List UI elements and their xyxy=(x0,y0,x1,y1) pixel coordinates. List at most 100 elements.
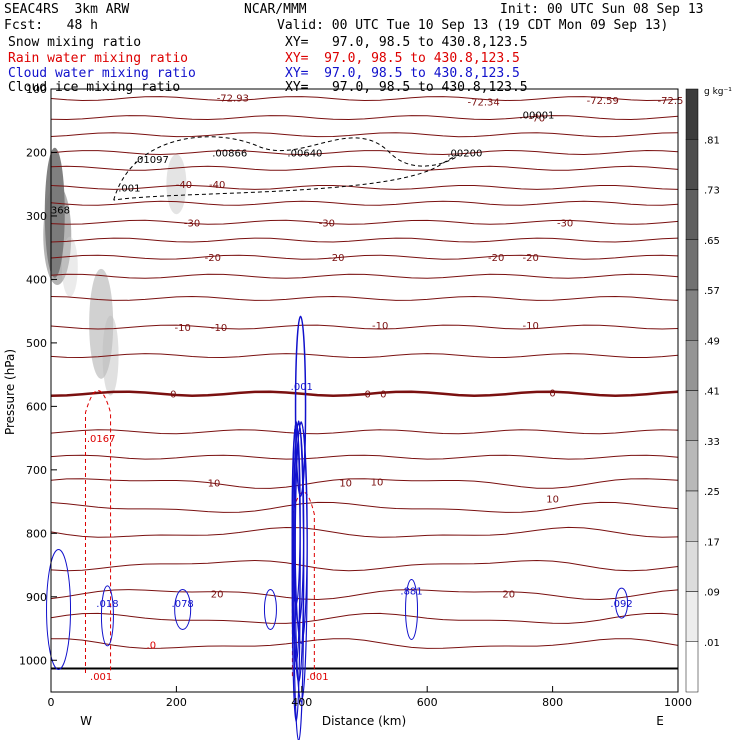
temperature-contour-12 xyxy=(50,324,679,330)
plot-frame xyxy=(50,88,679,693)
model-title: SEAC4RS 3km ARW xyxy=(4,2,130,17)
org-label: NCAR/MMM xyxy=(244,2,307,17)
mixing-ratio-label-4: .00001 xyxy=(519,110,554,121)
mixing-ratio-label-1: .00866 xyxy=(212,148,247,159)
east-endpoint: E xyxy=(656,714,664,728)
colorbar-label-9: .09 xyxy=(704,588,720,599)
colorbar-label-7: .25 xyxy=(704,487,720,498)
y-tick-label-4: 500 xyxy=(26,337,47,350)
cloud-water-column-7 xyxy=(293,420,305,740)
colorbar-bin-0 xyxy=(685,88,699,140)
mixing-ratio-label-2: .00640 xyxy=(287,148,322,159)
colorbar-bin-6 xyxy=(685,390,699,441)
colorbar-bin-7 xyxy=(685,440,699,492)
colorbar-label-8: .17 xyxy=(704,537,720,548)
mixing-ratio-label-0: .01097 xyxy=(134,155,169,166)
temperature-label-24: 10 xyxy=(371,477,384,488)
cloud-water-shallow-1 xyxy=(100,585,114,647)
colorbar-bin-11 xyxy=(685,641,699,693)
temperature-label-20: 0 xyxy=(380,390,386,401)
temperature-contour-6 xyxy=(50,200,679,206)
y-axis-label: Pressure (hPa) xyxy=(3,349,17,435)
mixing-ratio-label-5: .001 xyxy=(118,183,140,194)
mixing-ratio-label-10: .001 xyxy=(306,672,328,683)
temperature-contour-9 xyxy=(50,254,679,260)
temperature-label-18: 0 xyxy=(170,390,176,401)
colorbar-bin-10 xyxy=(685,591,699,642)
mixing-ratio-label-7: .0167 xyxy=(87,434,116,445)
x-tick-label-0: 0 xyxy=(48,696,55,709)
snow-shading-1 xyxy=(43,184,72,285)
colorbar-bin-1 xyxy=(685,139,699,190)
y-tick-label-1: 200 xyxy=(26,146,47,159)
temperature-contour-21 xyxy=(50,589,679,601)
temperature-contour-14 xyxy=(50,390,679,397)
mixing-ratio-label-3: .00200 xyxy=(447,148,482,159)
temperature-label-19: 0 xyxy=(364,390,370,401)
temperature-contour-20 xyxy=(50,559,679,572)
legend-snow-xy: XY= 97.0, 98.5 to 430.8,123.5 xyxy=(285,35,528,50)
legend-rain-xy: XY= 97.0, 98.5 to 430.8,123.5 xyxy=(285,51,520,66)
temperature-label-26: 20 xyxy=(211,590,224,601)
x-tick-label-3: 600 xyxy=(417,696,438,709)
snow-shading-2 xyxy=(89,268,114,379)
temperature-label-14: -10 xyxy=(174,323,190,334)
cloud-water-column-5 xyxy=(294,421,308,703)
temperature-contour-19 xyxy=(50,526,679,538)
temperature-label-4: -70 xyxy=(529,114,545,125)
legend-ice-name: Cloud ice mixing ratio xyxy=(8,80,181,95)
temperature-label-10: -20 xyxy=(205,253,221,264)
colorbar-label-3: .57 xyxy=(704,286,720,297)
x-tick-label-5: 1000 xyxy=(664,696,692,709)
colorbar-label-10: .01 xyxy=(704,638,720,649)
temperature-contour-10 xyxy=(50,273,679,279)
temperature-label-25: 10 xyxy=(546,494,559,505)
temperature-label-11: -20 xyxy=(328,253,344,264)
forecast-hour: Fcst: 48 h xyxy=(4,18,98,33)
temperature-contour-16 xyxy=(50,454,679,460)
temperature-label-2: -72.59 xyxy=(587,96,619,107)
temperature-contour-18 xyxy=(50,501,679,513)
temperature-label-21: 0 xyxy=(549,388,555,399)
colorbar-bin-9 xyxy=(685,541,699,592)
temperature-contour-22 xyxy=(50,612,679,624)
temperature-contour-13 xyxy=(50,353,679,359)
init-time: Init: 00 UTC Sun 08 Sep 13 xyxy=(500,2,704,17)
colorbar-bin-3 xyxy=(685,239,699,291)
mixing-ratio-label-13: .078 xyxy=(172,599,194,610)
colorbar-label-1: .73 xyxy=(704,186,720,197)
y-tick-label-7: 800 xyxy=(26,527,47,540)
temperature-contour-1 xyxy=(50,115,679,121)
y-tick-label-6: 700 xyxy=(26,464,47,477)
colorbar-label-2: .65 xyxy=(704,236,720,247)
cloud-water-shallow-3 xyxy=(263,588,277,630)
colorbar-label-4: .49 xyxy=(704,336,720,347)
temperature-contour-23 xyxy=(51,638,679,649)
temperature-label-22: 10 xyxy=(208,479,221,490)
temperature-label-12: -20 xyxy=(488,253,504,264)
west-endpoint: W xyxy=(80,714,92,728)
cloud-water-shallow-5 xyxy=(615,587,629,619)
rain-contour-0 xyxy=(84,390,112,673)
temperature-contour-7 xyxy=(50,219,679,225)
snow-contour xyxy=(113,136,459,201)
temperature-label-5: -40 xyxy=(176,180,192,191)
temperature-label-3: -72.5 xyxy=(658,96,684,107)
temperature-label-0: -72.93 xyxy=(217,93,249,104)
valid-time: Valid: 00 UTC Tue 10 Sep 13 (19 CDT Mon … xyxy=(277,18,669,33)
temperature-contour-5 xyxy=(50,185,679,190)
temperature-label-15: -10 xyxy=(211,323,227,334)
colorbar-label-0: .81 xyxy=(704,135,720,146)
cloud-water-shallow-0 xyxy=(46,548,72,670)
temperature-label-16: -10 xyxy=(372,321,388,332)
temperature-label-7: -30 xyxy=(184,218,200,229)
x-tick-label-2: 400 xyxy=(291,696,312,709)
y-tick-label-3: 400 xyxy=(26,273,47,286)
snow-shading-4 xyxy=(166,154,187,215)
mixing-ratio-label-9: .001 xyxy=(90,672,112,683)
temperature-label-27: 20 xyxy=(502,590,515,601)
mixing-ratio-label-11: .001 xyxy=(291,382,313,393)
colorbar-bin-2 xyxy=(685,189,699,240)
colorbar-unit: g kg⁻¹ xyxy=(704,87,732,97)
